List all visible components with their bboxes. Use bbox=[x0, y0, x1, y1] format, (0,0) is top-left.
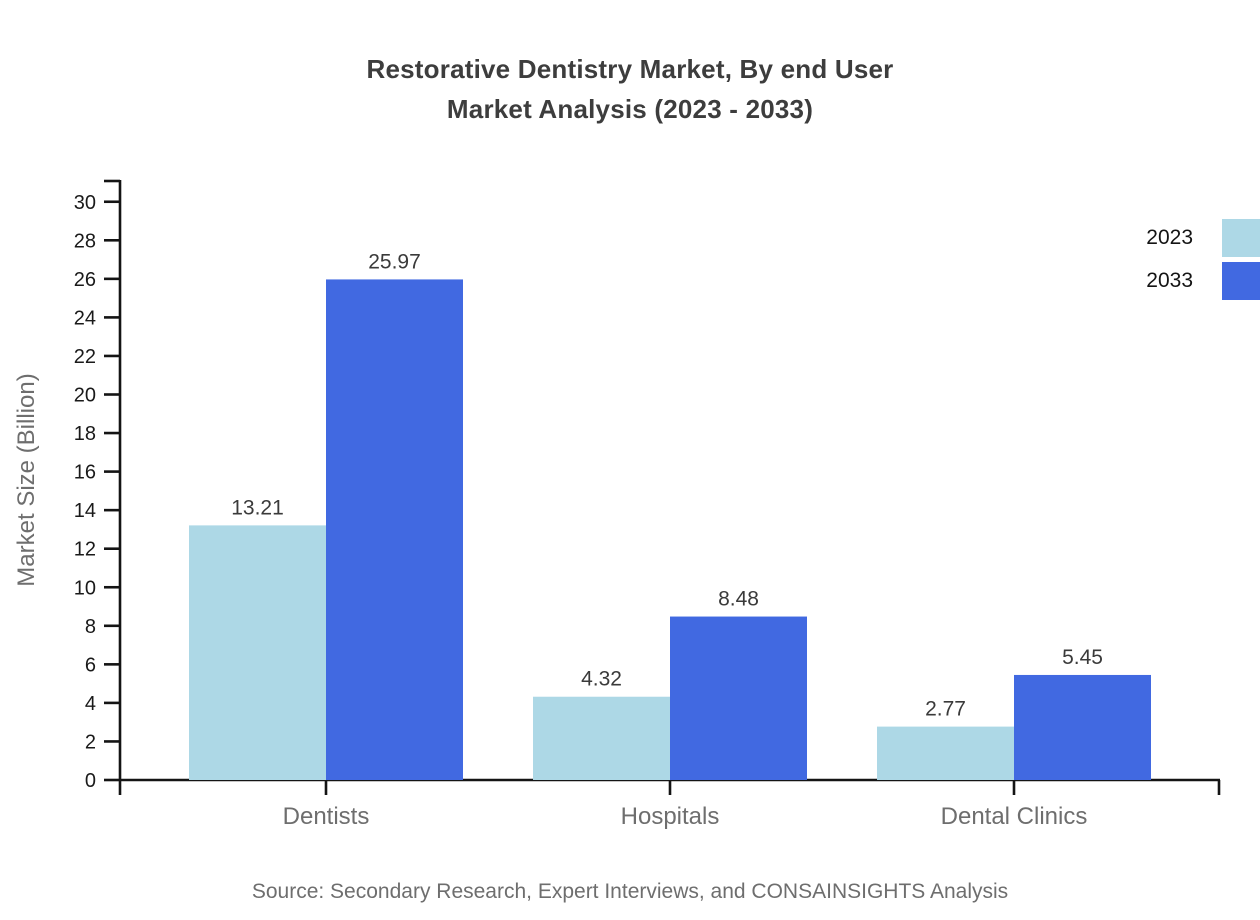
bar-2023-dental-clinics bbox=[877, 726, 1014, 780]
y-tick-label: 20 bbox=[74, 385, 96, 407]
y-tick-label: 14 bbox=[74, 500, 96, 522]
bar-2033-dentists bbox=[326, 279, 463, 780]
y-tick-label: 16 bbox=[74, 462, 96, 484]
chart-title-line2: Market Analysis (2023 - 2033) bbox=[446, 94, 814, 124]
y-tick-label: 4 bbox=[85, 693, 96, 715]
chart-title-line1: Restorative Dentistry Market, By end Use… bbox=[366, 54, 894, 84]
legend-swatch-2023 bbox=[1222, 219, 1260, 257]
source-note: Source: Secondary Research, Expert Inter… bbox=[251, 880, 1009, 903]
y-tick-label: 2 bbox=[85, 731, 96, 753]
y-tick-label: 6 bbox=[85, 654, 96, 676]
bar-2023-hospitals bbox=[533, 696, 670, 780]
bar-value-label-2033-dental-clinics: 5.45 bbox=[1062, 646, 1103, 669]
x-category-label: Dental Clinics bbox=[941, 803, 1088, 830]
y-tick-label: 26 bbox=[74, 269, 96, 291]
legend-label-2033: 2033 bbox=[1146, 269, 1193, 292]
y-tick-label: 30 bbox=[74, 192, 96, 214]
chart-title: Restorative Dentistry Market, By end Use… bbox=[0, 49, 1260, 129]
x-category-label: Dentists bbox=[283, 803, 370, 830]
bar-value-label-2023-hospitals: 4.32 bbox=[581, 668, 622, 691]
bar-2023-dentists bbox=[189, 525, 326, 780]
bar-2033-hospitals bbox=[670, 616, 807, 780]
y-tick-label: 0 bbox=[85, 770, 96, 792]
y-axis-title: Market Size (Billion) bbox=[13, 373, 40, 586]
legend-label-2023: 2023 bbox=[1146, 226, 1193, 249]
bar-value-label-2033-dentists: 25.97 bbox=[368, 250, 421, 273]
y-tick-label: 28 bbox=[74, 230, 96, 252]
y-tick-label: 8 bbox=[85, 616, 96, 638]
bar-value-label-2023-dentists: 13.21 bbox=[231, 496, 284, 519]
y-tick-label: 10 bbox=[74, 577, 96, 599]
legend-swatch-2033 bbox=[1222, 262, 1260, 300]
y-tick-label: 22 bbox=[74, 346, 96, 368]
y-tick-label: 18 bbox=[74, 423, 96, 445]
x-category-label: Hospitals bbox=[621, 803, 720, 830]
y-tick-label: 24 bbox=[74, 307, 96, 329]
y-tick-label: 12 bbox=[74, 539, 96, 561]
bar-2033-dental-clinics bbox=[1014, 674, 1151, 780]
bar-value-label-2023-dental-clinics: 2.77 bbox=[925, 698, 966, 721]
bar-value-label-2033-hospitals: 8.48 bbox=[718, 588, 759, 611]
